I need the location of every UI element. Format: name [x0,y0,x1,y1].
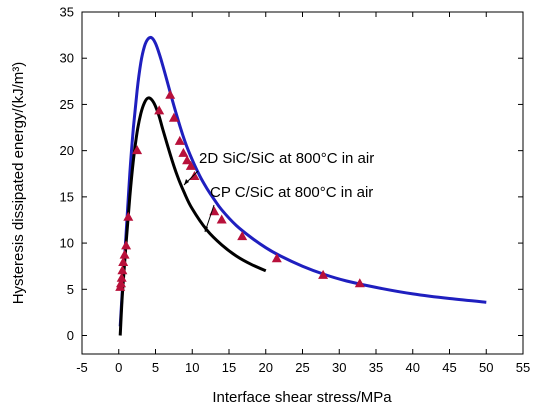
data-marker [116,278,126,288]
annotation-sic: 2D SiC/SiC at 800°C in air [199,150,374,167]
data-marker [318,269,329,279]
x-tick-label: 55 [516,360,530,375]
x-tick-label: 40 [406,360,420,375]
x-tick-label: 0 [115,360,122,375]
data-marker [185,160,196,170]
data-marker [154,105,165,115]
y-tick-label: 20 [60,143,74,158]
y-tick-label: 10 [60,236,74,251]
x-tick-label: 25 [295,360,309,375]
x-tick-label: -5 [76,360,88,375]
annotation-csic: CP C/SiC at 800°C in air [210,184,373,201]
y-tick-label: 25 [60,97,74,112]
data-marker [123,211,134,221]
y-tick-label: 35 [60,5,74,20]
data-marker [121,240,132,250]
data-marker [271,253,282,263]
x-tick-label: 50 [479,360,493,375]
data-marker [118,257,129,266]
plot-frame [81,11,524,355]
x-tick-label: 10 [185,360,199,375]
x-tick-label: 5 [152,360,159,375]
series-line-0 [118,35,487,327]
x-tick-labels: -5 0 5 10 15 20 25 30 35 40 45 50 55 [76,360,530,375]
data-marker [178,147,189,157]
series-line-1 [118,96,267,336]
x-tick-label: 20 [259,360,273,375]
data-marker [165,89,176,99]
x-tick-label: 45 [442,360,456,375]
x-tick-label: 15 [222,360,236,375]
data-marker [119,249,130,259]
annotation-arrowhead-sic [184,179,189,185]
annotation-arrowhead-csic [204,226,208,232]
y-tick-labels: 0 5 10 15 20 25 30 35 [60,5,74,344]
axis-ticks [81,11,524,354]
data-marker [117,265,128,275]
y-tick-label: 0 [67,328,74,343]
data-markers [115,89,365,291]
data-marker [189,171,200,180]
x-tick-label: 30 [332,360,346,375]
y-axis-label: Hysteresis dissipated energy/(kJ/m³) [10,62,27,305]
x-axis-label: Interface shear stress/MPa [212,389,392,406]
data-marker [216,214,227,224]
data-marker [168,112,179,122]
data-marker [174,135,185,145]
y-tick-label: 5 [67,282,74,297]
y-tick-label: 30 [60,51,74,66]
data-marker [132,145,143,155]
data-marker [116,272,127,282]
data-marker [182,155,193,165]
x-tick-label: 35 [369,360,383,375]
data-marker [237,231,248,241]
y-tick-label: 15 [60,189,74,204]
data-marker [354,278,365,288]
